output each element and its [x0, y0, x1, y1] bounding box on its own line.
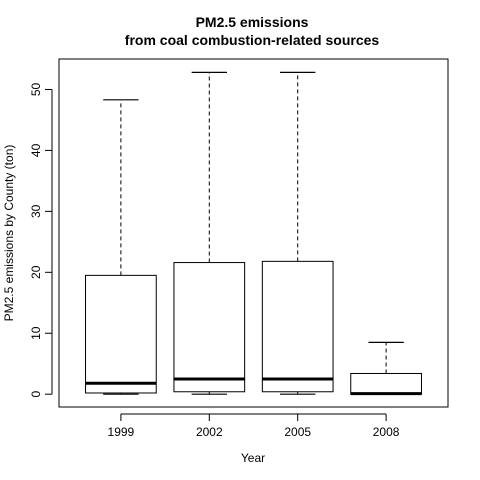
boxes-group [86, 72, 422, 394]
chart-title-line1: PM2.5 emissions [196, 14, 309, 30]
box-2002 [174, 72, 245, 394]
box-1999 [86, 100, 157, 394]
y-axis: 0 10 20 30 40 50 [29, 82, 52, 397]
y-tick-label: 40 [29, 143, 43, 157]
box-2005 [262, 72, 333, 394]
y-tick-label: 20 [29, 265, 43, 279]
box-2008 [351, 342, 422, 394]
y-tick-label: 10 [29, 326, 43, 340]
y-tick-label: 0 [29, 391, 43, 398]
y-tick-label: 50 [29, 82, 43, 96]
box-iqr [351, 373, 422, 394]
x-axis: 1999 2002 2005 2008 [108, 414, 400, 439]
y-tick-label: 30 [29, 204, 43, 218]
x-tick-label: 1999 [108, 425, 135, 439]
x-axis-label: Year [241, 451, 265, 465]
x-tick-label: 2008 [373, 425, 400, 439]
box-iqr [262, 261, 333, 391]
x-tick-label: 2002 [196, 425, 223, 439]
x-tick-label: 2005 [284, 425, 311, 439]
box-iqr [86, 275, 157, 393]
chart-title-line2: from coal combustion-related sources [125, 32, 380, 48]
y-axis-label: PM2.5 emissions by County (ton) [2, 145, 16, 322]
box-iqr [174, 263, 245, 392]
